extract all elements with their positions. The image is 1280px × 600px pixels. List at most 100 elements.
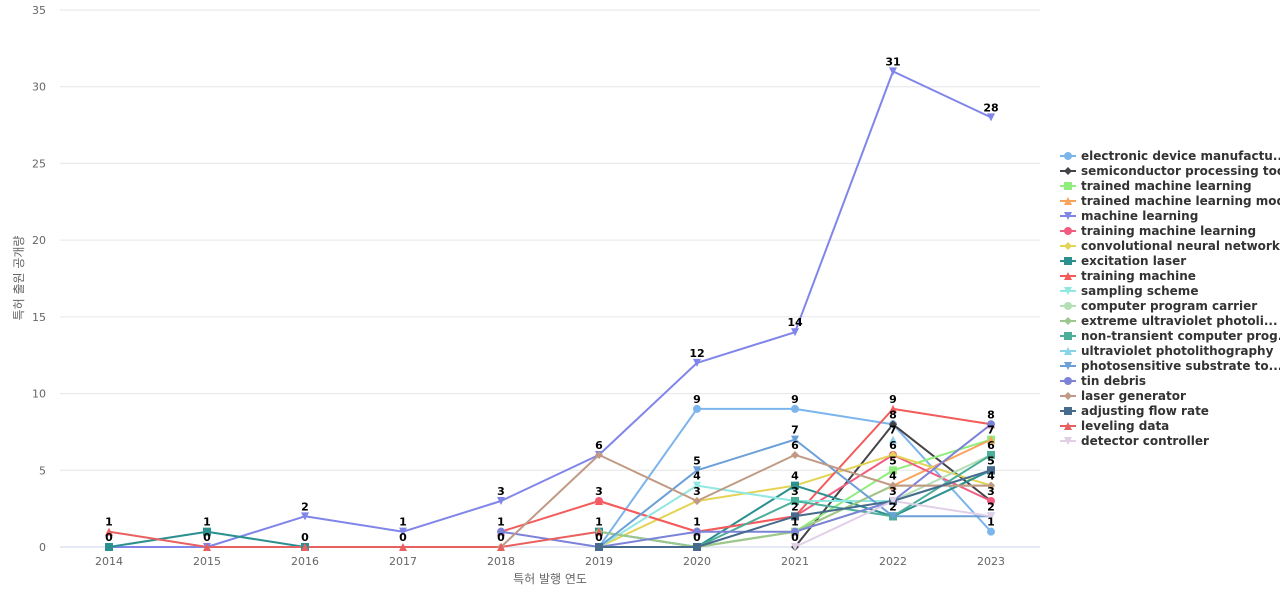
- data-label: 3: [497, 485, 505, 498]
- data-label: 2: [987, 500, 995, 513]
- legend-item[interactable]: computer program carrier: [1060, 299, 1257, 313]
- legend-item[interactable]: semiconductor processing tool: [1060, 164, 1280, 178]
- legend-symbol: [1064, 422, 1072, 430]
- legend-item[interactable]: ultraviolet photolithography: [1060, 344, 1274, 358]
- legend-symbol: [1064, 287, 1072, 295]
- data-point: [693, 404, 701, 413]
- legend-item[interactable]: tin debris: [1060, 374, 1146, 388]
- legend-item[interactable]: sampling scheme: [1060, 284, 1198, 298]
- data-label: 2: [301, 500, 309, 513]
- data-point: [791, 481, 799, 490]
- legend-label: trained machine learning: [1081, 179, 1252, 193]
- data-point: [987, 420, 995, 429]
- legend-item[interactable]: laser generator: [1060, 389, 1186, 403]
- data-label: 3: [595, 485, 603, 498]
- series-line: [108, 530, 600, 548]
- legend-item[interactable]: excitation laser: [1060, 254, 1186, 268]
- gridlines: [60, 9, 1040, 548]
- x-tick-label: 2020: [683, 555, 711, 568]
- data-label: 2: [791, 500, 799, 513]
- data-point: [791, 512, 799, 521]
- data-point: [889, 435, 897, 444]
- legend-item[interactable]: machine learning: [1060, 209, 1198, 223]
- data-label: 1: [987, 516, 995, 529]
- x-tick-label: 2017: [389, 555, 417, 568]
- data-label: 1: [105, 516, 113, 529]
- x-axis-title: 특허 발행 연도: [513, 571, 587, 586]
- legend-symbol: [1064, 152, 1072, 160]
- y-axis-ticks: 0 5 10 15 20 25 30 35: [32, 4, 46, 554]
- data-label: 6: [595, 439, 603, 452]
- legend-symbol: [1064, 347, 1072, 355]
- y-tick-label: 15: [32, 311, 46, 324]
- data-label: 5: [693, 454, 701, 467]
- data-point: [693, 496, 701, 505]
- data-label: 4: [987, 470, 995, 483]
- data-point: [791, 450, 799, 459]
- legend-label: training machine: [1081, 269, 1196, 283]
- data-point: [497, 543, 505, 551]
- data-label: 9: [889, 393, 897, 406]
- data-point: [497, 496, 505, 505]
- legend-label: adjusting flow rate: [1081, 404, 1209, 418]
- data-label: 1: [399, 516, 407, 529]
- legend-item[interactable]: extreme ultraviolet photoli...: [1060, 314, 1278, 328]
- legend-symbol: [1064, 302, 1072, 310]
- legend-item[interactable]: trained machine learning model: [1060, 194, 1280, 208]
- data-point: [497, 527, 505, 536]
- legend-item[interactable]: detector controller: [1060, 434, 1209, 448]
- y-tick-label: 30: [32, 81, 46, 94]
- data-point: [987, 450, 995, 459]
- legend-item[interactable]: trained machine learning: [1060, 179, 1252, 193]
- legend-symbol: [1064, 167, 1072, 175]
- legend-symbol: [1064, 392, 1072, 400]
- legend-symbol: [1064, 377, 1072, 385]
- data-label: 0: [693, 531, 701, 544]
- y-tick-label: 25: [32, 157, 46, 170]
- data-label: 1: [595, 516, 603, 529]
- legend-symbol: [1064, 362, 1072, 370]
- data-label: 3: [791, 485, 799, 498]
- data-point: [791, 404, 799, 413]
- y-axis-title: 특허 출원 공개량: [12, 236, 26, 321]
- data-label: 14: [787, 316, 803, 329]
- data-label: 6: [889, 439, 897, 452]
- x-tick-label: 2021: [781, 555, 809, 568]
- data-label: 31: [885, 55, 900, 68]
- legend-item[interactable]: non-transient computer prog...: [1060, 329, 1280, 343]
- data-label: 0: [791, 531, 799, 544]
- legend-symbol: [1064, 272, 1072, 280]
- legend-item[interactable]: photosensitive substrate to...: [1060, 359, 1280, 373]
- data-labels: 1010201031063101295431014976432103198765…: [105, 55, 998, 544]
- data-label: 2: [889, 500, 897, 513]
- data-label: 9: [791, 393, 799, 406]
- legend-item[interactable]: electronic device manufactu...: [1060, 149, 1280, 163]
- data-label: 4: [693, 470, 701, 483]
- data-label: 6: [791, 439, 799, 452]
- legend-item[interactable]: training machine learning: [1060, 224, 1256, 238]
- data-label: 12: [689, 347, 704, 360]
- legend-label: tin debris: [1081, 374, 1146, 388]
- data-label: 1: [497, 516, 505, 529]
- legend-item[interactable]: convolutional neural network: [1060, 239, 1280, 253]
- x-tick-label: 2014: [95, 555, 123, 568]
- data-point: [791, 328, 799, 337]
- x-tick-label: 2023: [977, 555, 1005, 568]
- data-point: [595, 450, 603, 459]
- legend-label: non-transient computer prog...: [1081, 329, 1280, 343]
- data-point: [301, 543, 309, 551]
- data-label: 8: [889, 408, 897, 421]
- data-point: [791, 543, 799, 551]
- legend-label: sampling scheme: [1081, 284, 1198, 298]
- legend-item[interactable]: training machine: [1060, 269, 1196, 283]
- legend-symbol: [1064, 332, 1072, 340]
- data-label: 28: [983, 101, 998, 114]
- data-point: [791, 496, 799, 505]
- data-point: [889, 512, 897, 521]
- legend-label: excitation laser: [1081, 254, 1186, 268]
- data-label: 4: [889, 470, 897, 483]
- data-label: 3: [693, 485, 701, 498]
- legend-item[interactable]: leveling data: [1060, 419, 1169, 433]
- data-label: 5: [889, 454, 897, 467]
- legend-item[interactable]: adjusting flow rate: [1060, 404, 1209, 418]
